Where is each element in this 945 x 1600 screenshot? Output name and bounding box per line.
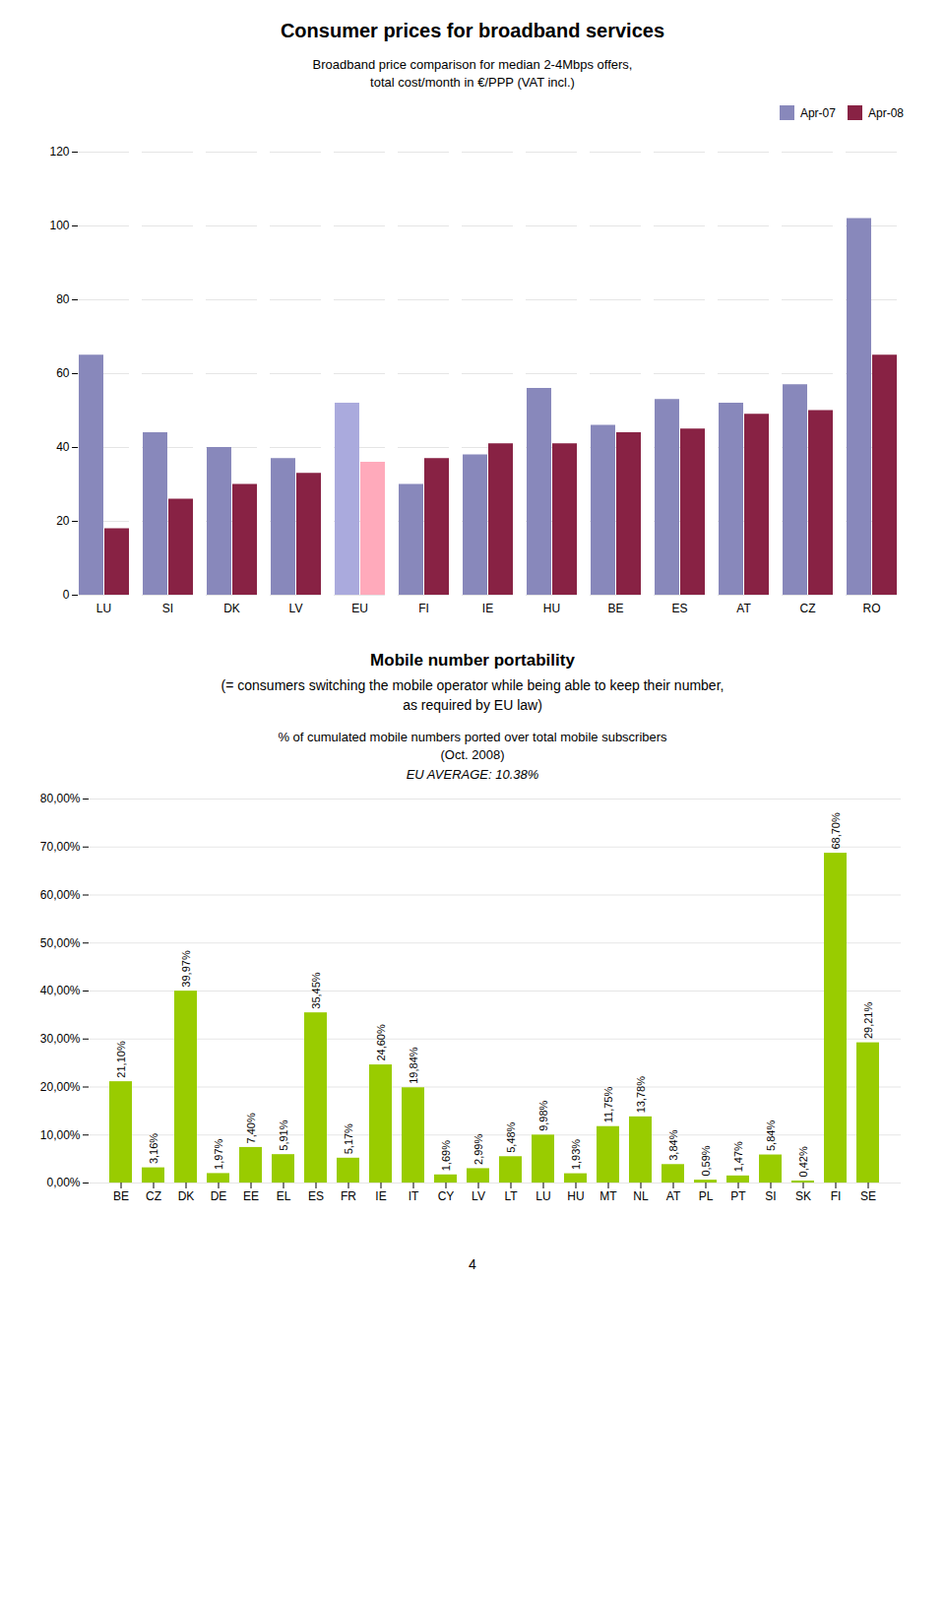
svg-text:0,59%: 0,59% (699, 1144, 712, 1176)
svg-text:29,21%: 29,21% (862, 1001, 875, 1039)
svg-text:DK: DK (178, 1189, 195, 1203)
svg-text:60: 60 (56, 366, 70, 380)
svg-text:NL: NL (632, 1189, 649, 1203)
svg-text:68,70%: 68,70% (829, 812, 842, 850)
svg-text:0,42%: 0,42% (797, 1145, 810, 1177)
svg-text:LV: LV (471, 1189, 486, 1203)
svg-text:CY: CY (438, 1189, 455, 1203)
svg-text:ES: ES (308, 1189, 324, 1203)
svg-text:5,84%: 5,84% (764, 1120, 777, 1151)
html-text:as required by EU law): as required by EU law) (402, 696, 543, 713)
svg-text:ES: ES (671, 601, 688, 616)
svg-text:5,17%: 5,17% (342, 1123, 355, 1154)
svg-text:70,00%: 70,00% (40, 839, 81, 854)
svg-text:80: 80 (56, 292, 70, 307)
svg-text:LT: LT (504, 1189, 518, 1203)
svg-text:SI: SI (764, 1189, 776, 1203)
svg-text:DE: DE (210, 1189, 228, 1203)
svg-text:24,60%: 24,60% (375, 1023, 387, 1062)
svg-text:2,99%: 2,99% (472, 1133, 485, 1164)
svg-text:11,75%: 11,75% (602, 1085, 615, 1123)
html-text:4: 4 (468, 1255, 477, 1272)
svg-text:PT: PT (730, 1189, 747, 1203)
svg-text:CZ: CZ (145, 1189, 162, 1203)
html-text:(Oct. 2008): (Oct. 2008) (440, 746, 505, 762)
svg-text:LU: LU (535, 1189, 551, 1203)
svg-text:AT: AT (736, 601, 752, 616)
svg-text:1,97%: 1,97% (212, 1137, 225, 1169)
html-text:Mobile number portability: Mobile number portability (370, 650, 575, 670)
svg-text:3,16%: 3,16% (147, 1133, 160, 1164)
html-text:Apr-08: Apr-08 (868, 105, 904, 120)
svg-text:RO: RO (863, 601, 882, 616)
svg-text:DK: DK (223, 601, 241, 616)
svg-text:EU: EU (351, 601, 369, 616)
svg-text:PL: PL (698, 1189, 714, 1203)
svg-text:FI: FI (418, 601, 430, 616)
svg-text:1,93%: 1,93% (569, 1138, 582, 1170)
svg-text:60,00%: 60,00% (40, 887, 81, 902)
html-text:% of cumulated mobile numbers: % of cumulated mobile numbers ported ove… (277, 729, 668, 745)
svg-text:AT: AT (666, 1189, 682, 1203)
svg-text:LV: LV (289, 601, 304, 616)
svg-text:39,97%: 39,97% (180, 949, 192, 988)
svg-text:FR: FR (340, 1189, 357, 1203)
svg-text:19,84%: 19,84% (407, 1046, 420, 1084)
svg-text:20,00%: 20,00% (40, 1079, 81, 1094)
html-text:Apr-07: Apr-07 (800, 105, 836, 120)
svg-text:35,45%: 35,45% (310, 971, 322, 1009)
svg-text:SI: SI (162, 601, 174, 616)
svg-text:IT: IT (408, 1189, 420, 1203)
svg-text:30,00%: 30,00% (40, 1031, 81, 1046)
svg-text:20: 20 (56, 513, 70, 528)
svg-text:40: 40 (56, 440, 70, 454)
svg-text:40,00%: 40,00% (40, 983, 81, 998)
svg-text:7,40%: 7,40% (245, 1112, 257, 1143)
svg-text:IE: IE (482, 601, 494, 616)
svg-text:HU: HU (567, 1189, 584, 1203)
svg-text:21,10%: 21,10% (115, 1040, 127, 1078)
svg-text:FI: FI (830, 1189, 842, 1203)
svg-text:BE: BE (607, 601, 624, 616)
svg-text:5,48%: 5,48% (504, 1121, 517, 1152)
svg-text:MT: MT (599, 1189, 618, 1203)
svg-text:1,69%: 1,69% (440, 1139, 452, 1171)
svg-text:5,91%: 5,91% (277, 1119, 290, 1150)
html-text:EU AVERAGE: 10.38%: EU AVERAGE: 10.38% (406, 767, 539, 782)
svg-text:80,00%: 80,00% (40, 791, 81, 806)
svg-text:0: 0 (63, 587, 70, 602)
svg-text:3,84%: 3,84% (667, 1129, 680, 1160)
svg-text:BE: BE (113, 1189, 129, 1203)
svg-text:LU: LU (96, 601, 112, 616)
svg-text:SK: SK (795, 1189, 812, 1203)
svg-text:IE: IE (375, 1189, 386, 1203)
svg-text:EL: EL (276, 1189, 292, 1203)
svg-text:SE: SE (860, 1189, 877, 1203)
svg-text:100: 100 (49, 218, 69, 233)
html-text:total cost/month in €/PPP (VAT: total cost/month in €/PPP (VAT incl.) (370, 74, 575, 90)
svg-text:50,00%: 50,00% (40, 936, 81, 950)
svg-text:9,98%: 9,98% (537, 1099, 550, 1131)
html-text:Broadband price comparison for: Broadband price comparison for median 2-… (312, 57, 633, 72)
html-text:(= consumers switching the mob: (= consumers switching the mobile operat… (220, 677, 724, 694)
svg-text:EE: EE (243, 1189, 259, 1203)
svg-text:CZ: CZ (800, 601, 817, 616)
svg-text:10,00%: 10,00% (40, 1128, 81, 1142)
svg-text:0,00%: 0,00% (46, 1175, 80, 1190)
svg-text:HU: HU (543, 601, 561, 616)
svg-text:1,47%: 1,47% (732, 1140, 745, 1172)
svg-text:120: 120 (49, 144, 69, 159)
svg-text:13,78%: 13,78% (634, 1075, 647, 1114)
html-text:Consumer prices for broadband: Consumer prices for broadband services (280, 19, 665, 42)
